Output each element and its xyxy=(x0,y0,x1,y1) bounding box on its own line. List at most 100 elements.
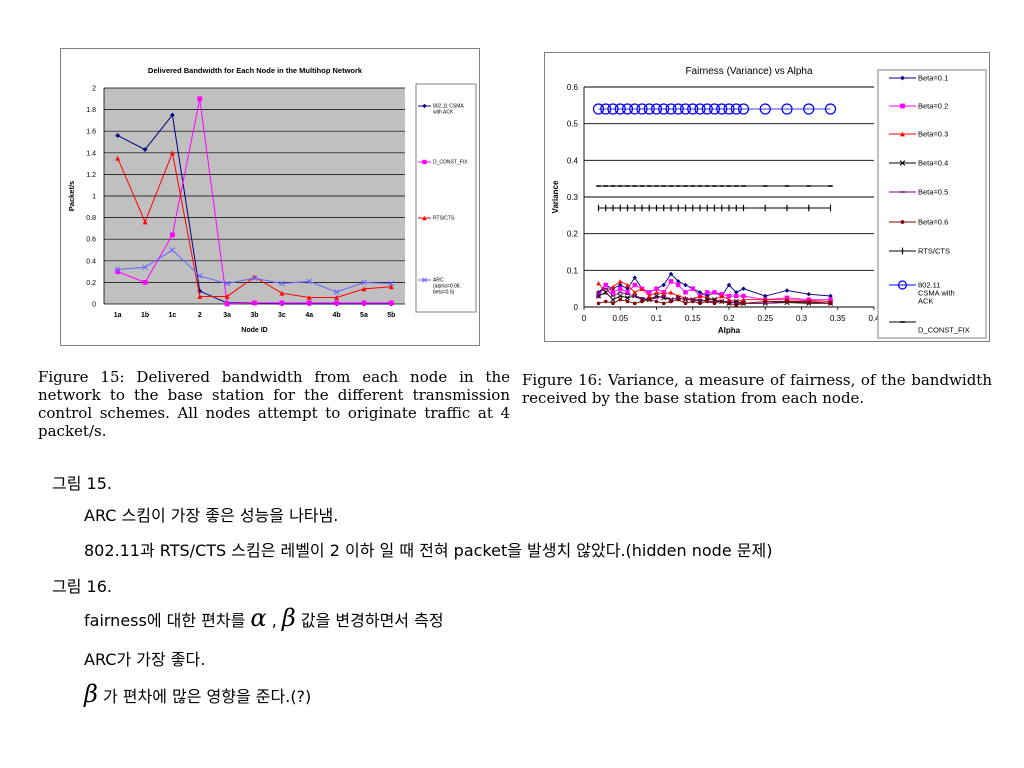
data-point xyxy=(115,155,121,161)
y-tick-label: 2 xyxy=(92,86,96,93)
data-point xyxy=(716,103,728,115)
legend-marker xyxy=(900,75,905,81)
data-point xyxy=(730,103,742,115)
legend-marker xyxy=(897,280,908,290)
data-point xyxy=(763,293,768,299)
legend-label: ARC (alpha=0.08, beta=0.5) xyxy=(433,278,461,296)
legend-label: Beta=0.2 xyxy=(918,102,948,111)
chart-title: Delivered Bandwidth for Each Node in the… xyxy=(148,66,363,75)
data-point xyxy=(690,299,695,304)
data-point xyxy=(763,299,768,304)
data-point xyxy=(647,290,652,295)
data-point xyxy=(170,112,175,118)
data-point xyxy=(784,288,790,293)
y-tick-label: 0.2 xyxy=(567,230,579,239)
legend-label: Beta=0.3 xyxy=(918,130,948,139)
data-point xyxy=(625,282,630,288)
legend-label: Beta=0.5 xyxy=(918,188,948,197)
legend-marker xyxy=(900,220,905,224)
legend-marker xyxy=(899,160,906,166)
y-axis-label: Variance xyxy=(551,180,560,213)
legend-box xyxy=(415,83,477,313)
data-point xyxy=(632,282,637,288)
data-point xyxy=(614,103,626,115)
alpha-symbol: α xyxy=(250,604,267,632)
data-point xyxy=(625,299,630,304)
data-point xyxy=(333,289,340,295)
data-point xyxy=(197,294,203,299)
data-point xyxy=(785,299,789,304)
data-point xyxy=(600,103,612,115)
y-tick-label: 1.2 xyxy=(86,172,96,179)
data-point xyxy=(705,290,710,295)
chart-title: Fairness (Variance) vs Alpha xyxy=(685,66,813,77)
data-point xyxy=(726,282,732,288)
x-tick-label: 5b xyxy=(387,312,395,319)
data-point xyxy=(611,301,615,306)
data-point xyxy=(640,299,644,304)
data-point xyxy=(690,286,695,291)
data-point xyxy=(279,300,285,306)
data-point xyxy=(658,103,670,115)
data-point xyxy=(603,299,608,304)
data-point xyxy=(625,286,630,291)
data-point xyxy=(687,103,699,115)
legend-marker xyxy=(900,103,905,109)
data-point xyxy=(712,301,717,306)
data-point xyxy=(388,280,395,287)
data-point xyxy=(251,275,258,281)
data-point xyxy=(607,103,619,115)
data-point xyxy=(334,300,339,306)
bandwidth-chart: Delivered Bandwidth for Each Node in the… xyxy=(60,48,480,346)
note-fig16-heading: 그림 16. xyxy=(52,577,112,596)
data-point xyxy=(142,147,148,152)
legend-label: Beta=0.4 xyxy=(918,159,948,168)
x-tick-label: 0.2 xyxy=(723,314,735,323)
data-point xyxy=(361,286,367,292)
x-tick-label: 1a xyxy=(114,312,122,319)
data-point xyxy=(806,291,811,297)
fairness-chart: Fairness (Variance) vs Alpha 0 0.1 0.2 0.3 0.… xyxy=(544,52,990,342)
data-point xyxy=(224,280,230,287)
data-point xyxy=(726,293,732,299)
data-point xyxy=(828,293,833,299)
legend-label: D_CONST_FIX xyxy=(433,160,468,166)
data-point xyxy=(683,290,688,295)
data-point xyxy=(596,280,601,286)
data-point xyxy=(115,133,121,138)
data-point xyxy=(668,290,674,295)
data-point xyxy=(334,295,339,300)
data-point xyxy=(639,286,645,291)
y-tick-label: 1 xyxy=(92,194,96,201)
legend-marker xyxy=(422,215,427,221)
data-point xyxy=(621,103,634,115)
x-tick-label: 2 xyxy=(198,312,202,319)
note-fig16-line3: β 가 편차에 많은 영향을 준다.(?) xyxy=(84,682,311,707)
data-point xyxy=(654,286,659,291)
x-tick-label: 0 xyxy=(582,314,587,323)
data-point xyxy=(661,282,666,288)
x-tick-label: 0.35 xyxy=(830,314,846,323)
y-tick-label: 0.5 xyxy=(567,120,579,129)
data-point xyxy=(741,286,746,291)
data-point xyxy=(828,301,833,306)
data-point xyxy=(781,103,793,115)
data-point xyxy=(647,297,652,302)
y-tick-label: 1.8 xyxy=(86,107,96,114)
data-point xyxy=(388,300,394,306)
data-point xyxy=(676,279,681,284)
x-axis-label: Node ID xyxy=(241,327,267,334)
data-point xyxy=(170,232,175,238)
data-point xyxy=(741,293,746,299)
legend-marker xyxy=(422,103,427,109)
legend-marker xyxy=(422,159,427,165)
data-point xyxy=(654,299,659,304)
data-point xyxy=(737,103,750,115)
data-point xyxy=(592,103,605,115)
data-point xyxy=(361,279,367,286)
data-point xyxy=(683,282,688,288)
note-fig16-line2: ARC가 가장 좋다. xyxy=(84,650,206,669)
data-point xyxy=(625,290,630,295)
note-fig15-line2: 802.11과 RTS/CTS 스킴은 레벨이 2 이하 일 때 전혀 pack… xyxy=(84,541,773,560)
x-axis-label: Alpha xyxy=(718,326,741,335)
